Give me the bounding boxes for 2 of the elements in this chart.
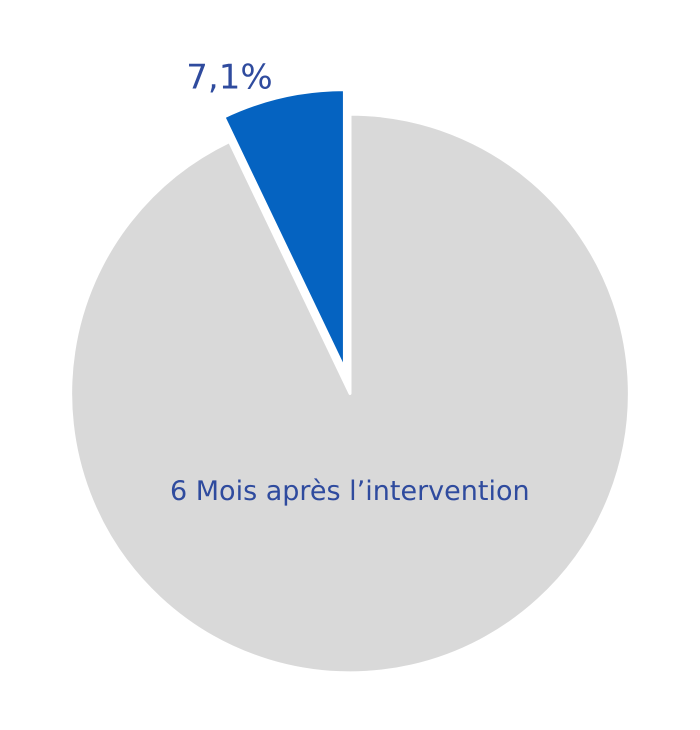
data-label: 7,1% bbox=[186, 58, 273, 98]
text: 6 Mois après l’intervention bbox=[170, 476, 530, 507]
